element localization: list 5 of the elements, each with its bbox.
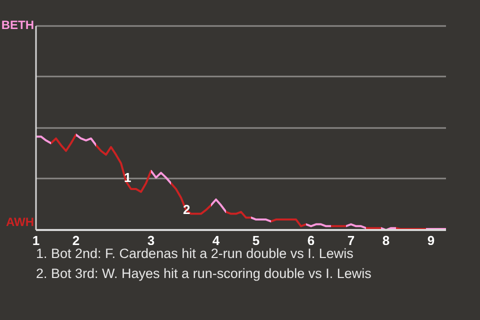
text: 2. Bot 3rd: W. Hayes hit a run-scoring double vs I. Lewis [36, 265, 372, 283]
x-tick-label: 9 [427, 233, 435, 248]
x-tick-label: 8 [382, 233, 390, 248]
text: AWH [5, 215, 34, 230]
text: BETH [0, 18, 34, 33]
